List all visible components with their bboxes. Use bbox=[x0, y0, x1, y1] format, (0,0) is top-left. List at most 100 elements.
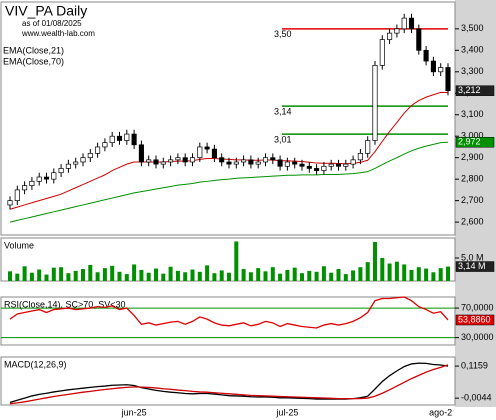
candle-body bbox=[255, 161, 261, 165]
bar bbox=[234, 241, 239, 281]
candle-body bbox=[328, 163, 334, 167]
candle-body bbox=[102, 142, 108, 148]
y-tick-label: 2,800 bbox=[461, 174, 484, 184]
series-line bbox=[9, 296, 449, 329]
bar bbox=[88, 264, 93, 281]
candle-body bbox=[357, 153, 363, 161]
bar bbox=[37, 269, 42, 281]
y-tick-label: 5,0 M bbox=[461, 252, 484, 262]
candle-body bbox=[219, 157, 225, 163]
candle-body bbox=[233, 161, 239, 165]
y-tick-label: 30,0000 bbox=[461, 332, 494, 342]
panel bbox=[0, 296, 456, 346]
bar bbox=[446, 266, 450, 281]
bar bbox=[183, 272, 188, 281]
bar bbox=[394, 261, 399, 281]
legend-entry: EMA(Close,21) bbox=[3, 45, 64, 55]
bar bbox=[387, 263, 392, 281]
candle-body bbox=[423, 49, 429, 62]
bar bbox=[431, 272, 436, 281]
bar bbox=[44, 274, 49, 281]
candle-body bbox=[284, 161, 290, 167]
y-tick-label: 2,700 bbox=[461, 195, 484, 205]
bar bbox=[190, 269, 195, 281]
candle-body bbox=[160, 161, 166, 165]
candle-body bbox=[379, 39, 385, 66]
bar bbox=[307, 270, 312, 281]
bar bbox=[365, 262, 370, 281]
value-tag-box bbox=[455, 136, 495, 148]
candle-body bbox=[22, 185, 28, 191]
candle-body bbox=[51, 172, 57, 180]
y-tick-label: 2,900 bbox=[461, 152, 484, 162]
candle-body bbox=[87, 153, 93, 159]
candle-body bbox=[321, 165, 327, 171]
panel-title: MACD(12,26,9) bbox=[4, 359, 67, 369]
candle-body bbox=[131, 133, 137, 146]
bar bbox=[285, 269, 290, 281]
candle-body bbox=[335, 163, 342, 167]
bar bbox=[424, 268, 429, 281]
value-tag: 3,14 M bbox=[458, 261, 486, 271]
candle-body bbox=[394, 28, 400, 34]
bar bbox=[248, 272, 253, 281]
y-tick-label: -0,0044 bbox=[461, 393, 492, 403]
candle-body bbox=[197, 146, 203, 159]
level-label: 3,14 bbox=[274, 107, 292, 117]
candle-body bbox=[299, 163, 305, 167]
bar bbox=[219, 270, 224, 281]
candle-body bbox=[277, 159, 283, 167]
bar bbox=[314, 271, 319, 281]
bar bbox=[146, 272, 151, 281]
bar bbox=[29, 272, 34, 281]
bar bbox=[73, 270, 78, 281]
candle-body bbox=[314, 168, 320, 171]
candle-body bbox=[204, 146, 210, 150]
candle-body bbox=[182, 157, 188, 163]
candle-body bbox=[43, 176, 50, 180]
candle-body bbox=[58, 168, 64, 174]
candle-body bbox=[73, 161, 79, 165]
bar bbox=[256, 268, 261, 281]
bar bbox=[321, 266, 326, 281]
bar bbox=[409, 269, 414, 281]
y-tick-label: 2,600 bbox=[461, 216, 484, 226]
bar bbox=[124, 274, 129, 281]
bar bbox=[161, 273, 166, 281]
bar bbox=[212, 273, 217, 281]
bar bbox=[351, 270, 356, 281]
bar bbox=[270, 267, 275, 281]
candle-body bbox=[211, 148, 217, 159]
bar bbox=[438, 268, 443, 281]
bar bbox=[205, 265, 210, 281]
bar bbox=[300, 273, 304, 281]
y-tick-label: 3,300 bbox=[461, 66, 484, 76]
candle-body bbox=[116, 135, 123, 141]
level-label: 3,01 bbox=[274, 134, 292, 144]
candle-body bbox=[262, 157, 269, 163]
series-line bbox=[9, 364, 449, 405]
bar bbox=[110, 265, 115, 281]
candle-body bbox=[95, 146, 101, 154]
candle-body bbox=[138, 144, 144, 163]
bar bbox=[292, 267, 297, 281]
chart-title: VIV_PA Daily bbox=[5, 3, 87, 19]
bar bbox=[139, 269, 144, 281]
bar bbox=[197, 271, 202, 281]
panel bbox=[0, 1, 456, 236]
candle-body bbox=[438, 67, 444, 73]
bar bbox=[380, 258, 385, 281]
bar bbox=[8, 271, 12, 281]
bar bbox=[329, 272, 334, 281]
candle-body bbox=[408, 17, 415, 30]
candle-body bbox=[401, 17, 407, 30]
series-line bbox=[9, 362, 449, 403]
bar bbox=[95, 272, 100, 281]
candle-body bbox=[153, 159, 159, 165]
candle-body bbox=[36, 176, 42, 182]
bar bbox=[416, 267, 421, 281]
bar bbox=[168, 266, 173, 281]
candle-body bbox=[80, 157, 86, 163]
bar bbox=[263, 271, 268, 281]
